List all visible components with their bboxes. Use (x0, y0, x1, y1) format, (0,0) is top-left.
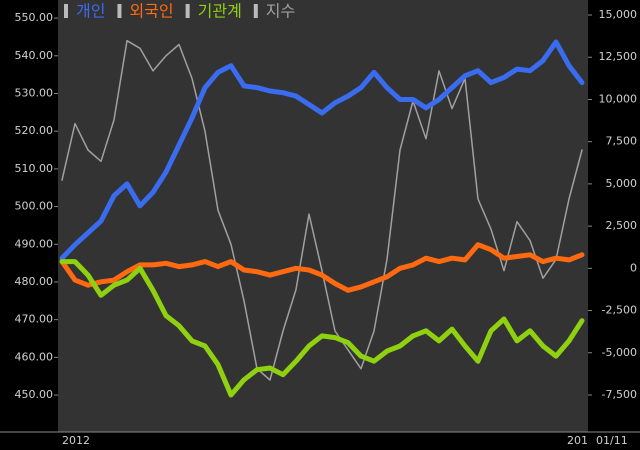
series-line (59, 242, 585, 293)
y-tick-label: 470.00 (15, 313, 54, 326)
date-label: 01/11 (596, 434, 628, 447)
plot-area (58, 0, 588, 432)
y-tick-label: 480.00 (15, 275, 54, 288)
y2-tick-label: 10,000 (599, 92, 638, 105)
y2-tick-label: 5,000 (606, 177, 638, 190)
series-line (59, 259, 585, 398)
y2-tick-label: -2,500 (602, 304, 637, 317)
x-label: 201 (567, 434, 588, 447)
legend-marker (64, 4, 68, 18)
y2-tick-label: -5,000 (602, 346, 637, 359)
series-line (61, 39, 583, 381)
y-tick-label: 530.00 (15, 86, 54, 99)
legend-label: 개인 (76, 2, 105, 21)
y-tick-label: 510.00 (15, 162, 54, 175)
legend-marker (185, 4, 190, 18)
y-tick-label: 490.00 (15, 237, 54, 250)
y2-tick-label: 0 (630, 261, 637, 274)
y-tick-label: 500.00 (15, 200, 54, 213)
y-tick-label: 520.00 (15, 124, 54, 137)
y2-tick-label: 15,000 (599, 8, 638, 21)
legend-marker (117, 4, 122, 18)
y2-tick-label: 2,500 (606, 219, 638, 232)
legend-label: 외국인 (129, 2, 173, 21)
y2-tick-label: 12,500 (599, 50, 638, 63)
y-tick-label: 450.00 (15, 388, 54, 401)
y-tick-label: 540.00 (15, 49, 54, 62)
legend-label: 기관계 (198, 2, 242, 21)
legend-label: 지수 (266, 2, 295, 21)
legend-marker (253, 4, 258, 18)
y2-tick-label: -7,500 (602, 388, 637, 401)
series-line (59, 39, 585, 261)
x-label: 2012 (62, 434, 90, 447)
y-tick-label: 550.00 (15, 11, 54, 24)
y-tick-label: 460.00 (15, 350, 54, 363)
y2-tick-label: 7,500 (606, 135, 638, 148)
